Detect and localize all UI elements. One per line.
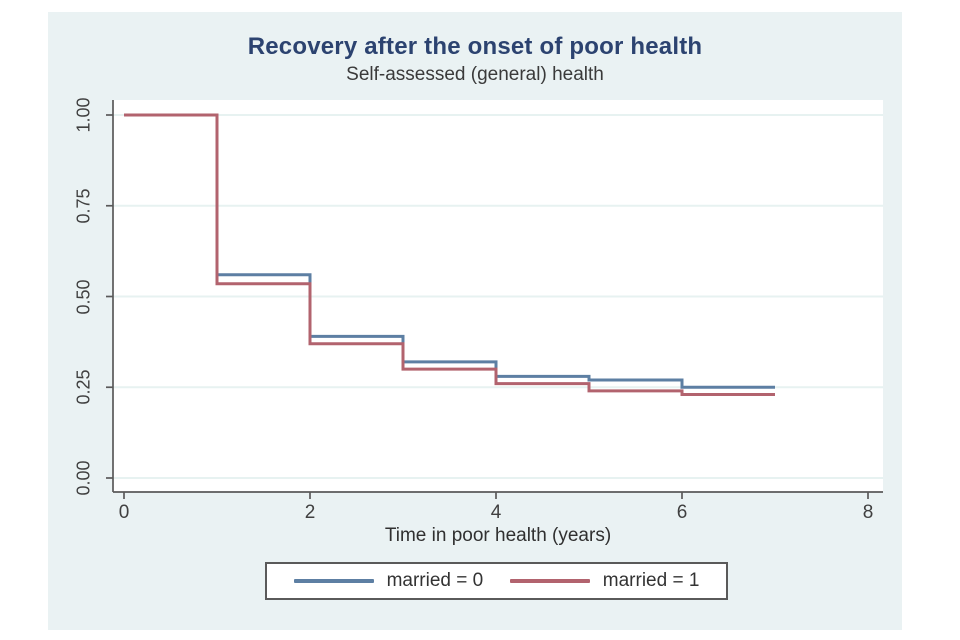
- y-tick-label-0.75: 0.75: [73, 188, 94, 224]
- legend-entry-married-1: married = 1: [509, 570, 700, 592]
- x-tick-label-6: 6: [676, 502, 688, 523]
- y-tick-label-0.50: 0.50: [73, 278, 94, 315]
- survival-curve-married1: [124, 113, 775, 397]
- x-axis-title: Time in poor health (years): [384, 525, 612, 546]
- chart-title: Recovery after the onset of poor health: [247, 33, 703, 60]
- legend-line-married-1-icon: [509, 579, 590, 583]
- legend-entry-married-0: married = 0: [293, 570, 484, 592]
- chart-subtitle: Self-assessed (general) health: [346, 64, 604, 85]
- legend-line-married-0-icon: [293, 579, 374, 583]
- y-tick-label-1.00: 1.00: [73, 97, 94, 133]
- survival-curve-married0: [124, 113, 775, 389]
- x-tick-label-4: 4: [490, 502, 502, 523]
- x-tick-label-8: 8: [862, 502, 874, 523]
- legend-label-married-1: married = 1: [602, 570, 700, 591]
- y-tick-label-0.25: 0.25: [73, 369, 94, 405]
- legend: married = 0 married = 1: [265, 562, 728, 600]
- x-tick-label-2: 2: [304, 502, 316, 523]
- legend-label-married-0: married = 0: [386, 570, 484, 591]
- y-tick-label-0.00: 0.00: [73, 460, 94, 496]
- x-tick-label-0: 0: [118, 502, 130, 523]
